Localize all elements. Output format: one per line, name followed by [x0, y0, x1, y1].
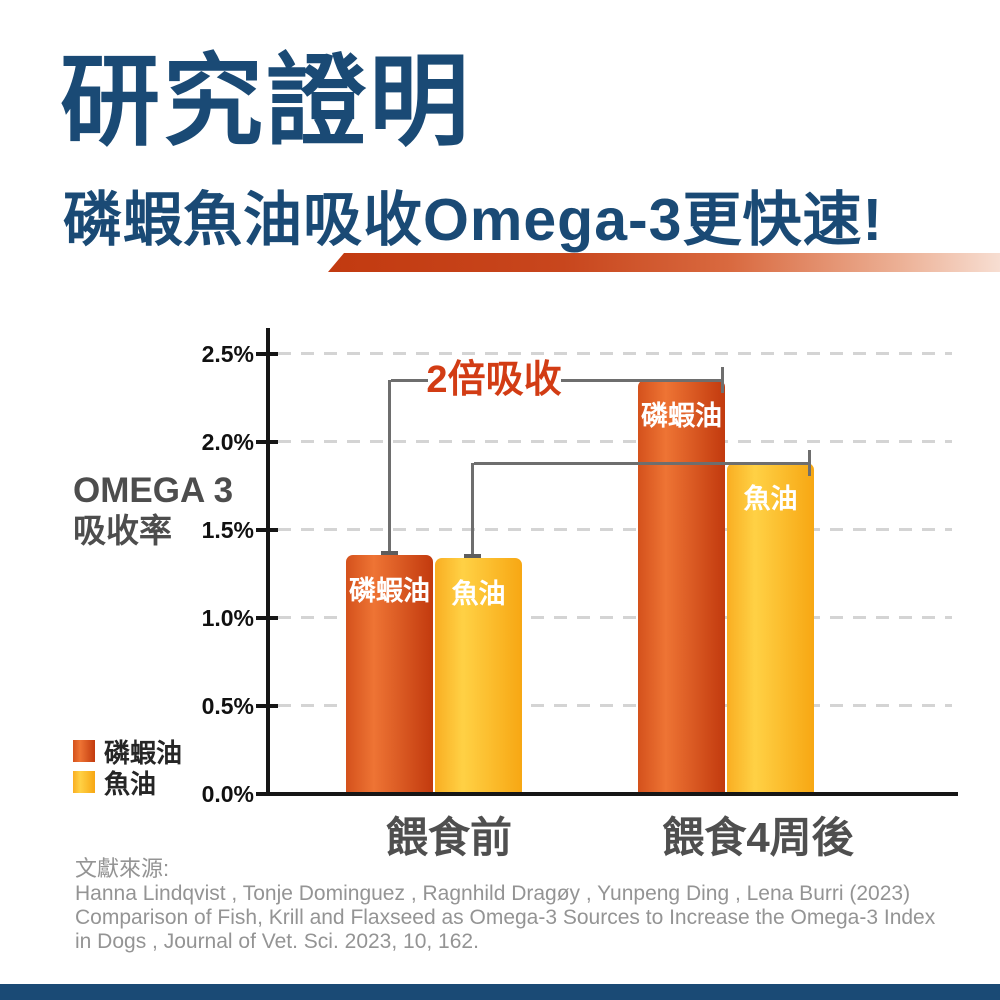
gridline: [278, 352, 952, 355]
gridline: [278, 528, 952, 531]
x-label-before-feeding: 餵食前: [385, 814, 513, 861]
legend-item-krill: 磷蝦油: [73, 738, 182, 768]
y-tick-mark: [256, 704, 278, 708]
bar-label-fish: 魚油: [743, 484, 798, 514]
citation-block: 文獻來源: Hanna Lindqvist , Tonje Dominguez …: [75, 855, 935, 954]
bar-fish-after: 魚油: [727, 463, 814, 794]
citation-line: Hanna Lindqvist , Tonje Dominguez , Ragn…: [75, 882, 911, 905]
y-axis-title-line2: 吸收率: [73, 512, 172, 549]
bar-krill-before: 磷蝦油: [346, 555, 433, 794]
y-tick-label: 0.0%: [201, 781, 254, 807]
bar-krill-after: 磷蝦油: [638, 380, 725, 794]
y-tick-label: 2.0%: [201, 429, 254, 455]
bar-label-fish: 魚油: [451, 579, 506, 609]
legend-item-fish: 魚油: [73, 769, 182, 799]
page-subtitle: 磷蝦魚油吸收Omega-3更快速!: [63, 187, 884, 253]
footer-bar: [0, 984, 1000, 1000]
y-tick-label: 1.0%: [201, 605, 254, 631]
y-tick-label: 1.5%: [201, 517, 254, 543]
y-tick-mark: [256, 528, 278, 532]
bar-label-krill: 磷蝦油: [349, 576, 430, 606]
bar-label-krill: 磷蝦油: [641, 401, 722, 431]
legend: 磷蝦油 魚油: [73, 738, 182, 801]
annotation-2x-absorption: 2倍吸收: [426, 359, 562, 401]
citation-heading: 文獻來源:: [75, 856, 170, 881]
y-tick-label: 0.5%: [201, 693, 254, 719]
accent-underline: [328, 253, 1000, 272]
legend-label-krill: 磷蝦油: [104, 737, 183, 768]
legend-swatch-fish: [73, 771, 95, 793]
y-tick-mark: [256, 616, 278, 620]
bar-fish-before: 魚油: [435, 558, 522, 794]
y-tick-mark: [256, 440, 278, 444]
bracket-krill-foot: [381, 551, 398, 555]
gridline: [278, 440, 952, 443]
y-tick-mark: [256, 352, 278, 356]
y-tick-mark: [256, 792, 278, 796]
bracket-krill-line-right: [561, 379, 723, 382]
gridline: [278, 704, 952, 707]
x-label-after-4-weeks: 餵食4周後: [662, 814, 854, 861]
citation-line: Comparison of Fish, Krill and Flaxseed a…: [75, 906, 936, 929]
bracket-krill-line-left: [391, 379, 428, 382]
gridline: [278, 616, 952, 619]
bracket-fish-vertical: [471, 463, 474, 558]
y-axis-title: OMEGA 3 吸收率: [73, 471, 233, 551]
x-axis-line: [266, 792, 958, 796]
bracket-fish-line: [474, 462, 810, 465]
bracket-krill-vertical: [388, 380, 391, 555]
citation-line: in Dogs , Journal of Vet. Sci. 2023, 10,…: [75, 930, 479, 953]
y-axis-line: [266, 328, 270, 796]
bracket-fish-foot: [464, 554, 481, 558]
bracket-fish-end-tick: [808, 450, 811, 476]
legend-label-fish: 魚油: [104, 768, 157, 799]
y-tick-label: 2.5%: [201, 341, 254, 367]
legend-swatch-krill: [73, 740, 95, 762]
page-title: 研究證明: [60, 46, 472, 158]
bracket-krill-end-tick: [721, 367, 724, 393]
y-axis-title-line1: OMEGA 3: [73, 471, 234, 510]
